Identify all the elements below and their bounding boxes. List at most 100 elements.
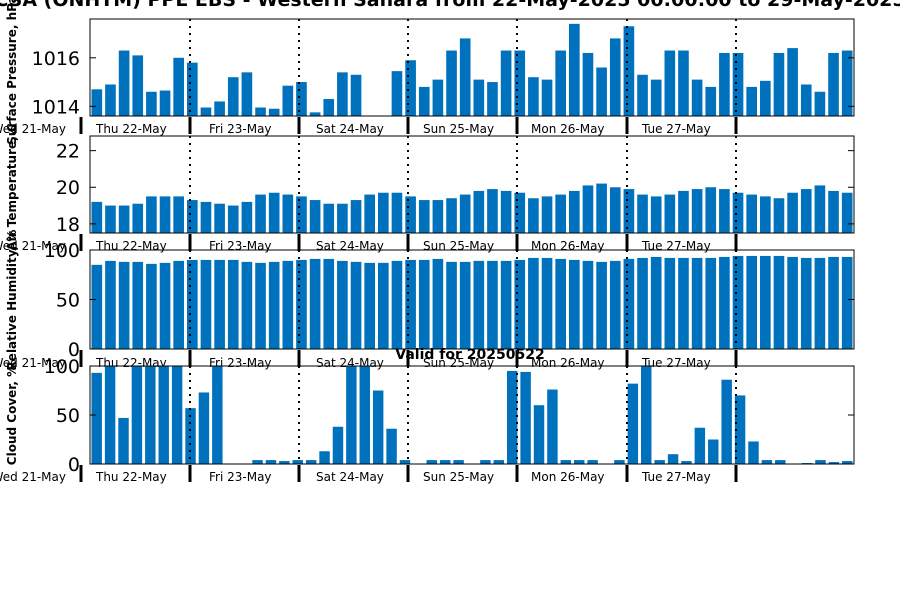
bar-14: [282, 260, 294, 349]
bar-13: [268, 108, 280, 116]
y-tick-label-0: 0: [68, 454, 80, 476]
series-bars: [91, 183, 853, 233]
day-label-4: Mon 26-May: [531, 470, 605, 484]
bar-43: [667, 454, 679, 464]
day-label-start: Wed 21-May: [0, 356, 66, 370]
plot-frame: [89, 135, 855, 234]
bar-50: [773, 255, 785, 349]
bar-54: [828, 190, 839, 233]
bar-16: [309, 200, 321, 233]
bar-53: [814, 91, 826, 116]
bar-55: [828, 462, 840, 464]
bar-3: [132, 261, 144, 349]
y-tick-label-2: 100: [44, 356, 80, 378]
bar-39: [623, 26, 635, 117]
bar-50: [761, 460, 773, 464]
bar-25: [432, 79, 444, 117]
bar-44: [691, 189, 703, 233]
bar-45: [694, 427, 706, 464]
bar-4: [146, 263, 157, 349]
day-label-4: Mon 26-May: [531, 122, 605, 136]
bar-18: [332, 426, 344, 464]
bar-48: [746, 255, 757, 349]
bar-36: [582, 260, 594, 349]
bar-4: [146, 196, 157, 233]
bar-33: [541, 257, 553, 349]
bar-39: [623, 189, 635, 233]
day-label-2: Sat 24-May: [316, 470, 384, 484]
bar-39: [614, 460, 625, 464]
bar-28: [473, 260, 485, 349]
bar-12: [255, 107, 266, 116]
y-tick-label-0: 18: [56, 214, 80, 236]
bar-44: [691, 79, 703, 117]
bar-18: [337, 260, 348, 349]
day-label-3: Sun 25-May: [423, 122, 494, 136]
bar-30: [493, 460, 505, 464]
bar-32: [528, 77, 539, 116]
day-label-3: Sun 25-May: [423, 239, 494, 253]
series-bars: [91, 366, 853, 464]
bar-40: [637, 257, 648, 349]
bar-31: [514, 259, 526, 349]
bar-21: [378, 192, 389, 233]
bar-17: [319, 451, 330, 464]
bar-41: [650, 256, 662, 349]
day-label-2: Sat 24-May: [316, 122, 384, 136]
bar-13: [265, 460, 277, 464]
bar-30: [500, 190, 512, 233]
bar-19: [346, 366, 357, 464]
bar-35: [560, 460, 572, 464]
bar-53: [814, 257, 826, 349]
bar-22: [391, 192, 403, 233]
bar-0: [91, 89, 103, 116]
bar-26: [446, 50, 457, 116]
bar-52: [800, 84, 812, 116]
bar-45: [705, 86, 717, 116]
bar-24: [418, 200, 430, 233]
bar-25: [426, 460, 438, 464]
bar-15: [296, 82, 307, 116]
y-tick-label-0: 0: [68, 339, 80, 361]
bar-46: [719, 52, 730, 116]
bar-31: [514, 50, 526, 116]
bar-36: [582, 52, 594, 116]
bar-49: [760, 80, 771, 116]
bar-51: [787, 192, 798, 233]
air-temperature-chart: 18 20 22 Wed 21-May Thu 22-May Fri 23-May Sat…: [0, 123, 855, 253]
bar-37: [596, 261, 607, 349]
bar-32: [528, 198, 539, 233]
day-label-5: Tue 27-May: [641, 239, 711, 253]
bar-55: [841, 256, 853, 349]
day-label-start: Wed 21-May: [0, 122, 66, 136]
bar-11: [241, 72, 253, 116]
bar-30: [500, 260, 512, 349]
bar-50: [773, 52, 785, 116]
bar-21: [378, 262, 389, 349]
bar-15: [292, 460, 303, 464]
bar-5: [159, 262, 171, 349]
bar-46: [719, 256, 730, 349]
bar-41: [650, 196, 662, 233]
bar-35: [569, 23, 580, 117]
bar-20: [359, 366, 370, 464]
bar-23: [405, 196, 416, 233]
bar-31: [514, 192, 526, 233]
bar-47: [732, 52, 744, 116]
bar-31: [506, 370, 518, 464]
bar-11: [241, 261, 253, 349]
bar-5: [158, 366, 169, 464]
bar-15: [296, 259, 307, 349]
bar-27: [459, 261, 471, 349]
bar-27: [453, 460, 464, 464]
bar-19: [350, 261, 362, 349]
y-tick-label-1: 1016: [32, 48, 80, 70]
bar-1: [104, 366, 116, 464]
bar-8: [200, 107, 212, 116]
bar-25: [432, 200, 444, 233]
bar-46: [719, 189, 730, 233]
bar-16: [309, 258, 321, 349]
bar-18: [337, 203, 348, 233]
day-label-0: Thu 22-May: [95, 122, 167, 136]
bar-43: [678, 50, 689, 116]
